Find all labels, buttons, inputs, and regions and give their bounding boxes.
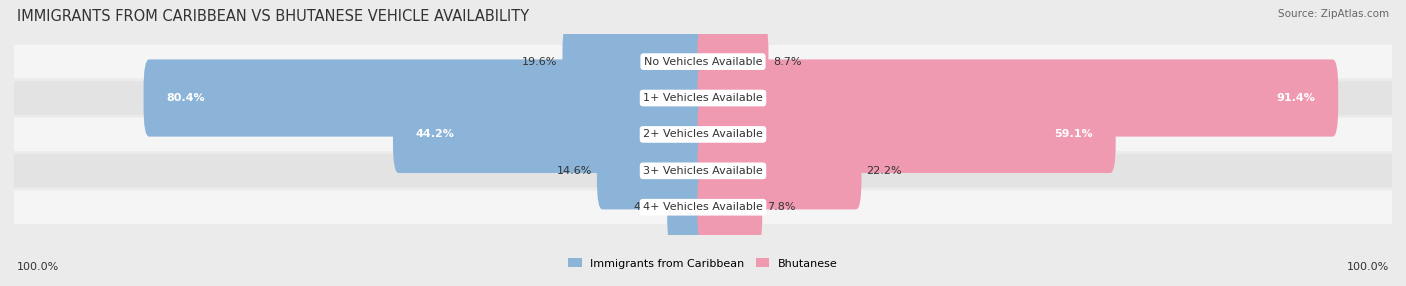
FancyBboxPatch shape — [697, 96, 1116, 173]
Text: Source: ZipAtlas.com: Source: ZipAtlas.com — [1278, 9, 1389, 19]
Text: 80.4%: 80.4% — [166, 93, 205, 103]
FancyBboxPatch shape — [697, 23, 769, 100]
FancyBboxPatch shape — [14, 118, 1392, 151]
Text: 22.2%: 22.2% — [866, 166, 901, 176]
FancyBboxPatch shape — [14, 154, 1392, 188]
Text: 59.1%: 59.1% — [1054, 130, 1092, 139]
FancyBboxPatch shape — [668, 169, 709, 246]
FancyBboxPatch shape — [14, 81, 1392, 115]
FancyBboxPatch shape — [14, 45, 1392, 78]
Text: 91.4%: 91.4% — [1277, 93, 1316, 103]
Text: 100.0%: 100.0% — [17, 262, 59, 272]
Text: 7.8%: 7.8% — [768, 202, 796, 212]
Text: 1+ Vehicles Available: 1+ Vehicles Available — [643, 93, 763, 103]
FancyBboxPatch shape — [697, 59, 1339, 137]
FancyBboxPatch shape — [697, 132, 862, 209]
Text: IMMIGRANTS FROM CARIBBEAN VS BHUTANESE VEHICLE AVAILABILITY: IMMIGRANTS FROM CARIBBEAN VS BHUTANESE V… — [17, 9, 529, 23]
Text: 14.6%: 14.6% — [557, 166, 592, 176]
Text: 2+ Vehicles Available: 2+ Vehicles Available — [643, 130, 763, 139]
Text: 44.2%: 44.2% — [416, 130, 454, 139]
Text: 3+ Vehicles Available: 3+ Vehicles Available — [643, 166, 763, 176]
Text: 8.7%: 8.7% — [773, 57, 801, 67]
Text: 19.6%: 19.6% — [522, 57, 558, 67]
FancyBboxPatch shape — [143, 59, 709, 137]
FancyBboxPatch shape — [562, 23, 709, 100]
Text: 4+ Vehicles Available: 4+ Vehicles Available — [643, 202, 763, 212]
FancyBboxPatch shape — [392, 96, 709, 173]
Text: No Vehicles Available: No Vehicles Available — [644, 57, 762, 67]
FancyBboxPatch shape — [598, 132, 709, 209]
Text: 4.4%: 4.4% — [634, 202, 662, 212]
FancyBboxPatch shape — [697, 169, 762, 246]
Text: 100.0%: 100.0% — [1347, 262, 1389, 272]
FancyBboxPatch shape — [14, 190, 1392, 224]
Legend: Immigrants from Caribbean, Bhutanese: Immigrants from Caribbean, Bhutanese — [564, 254, 842, 273]
